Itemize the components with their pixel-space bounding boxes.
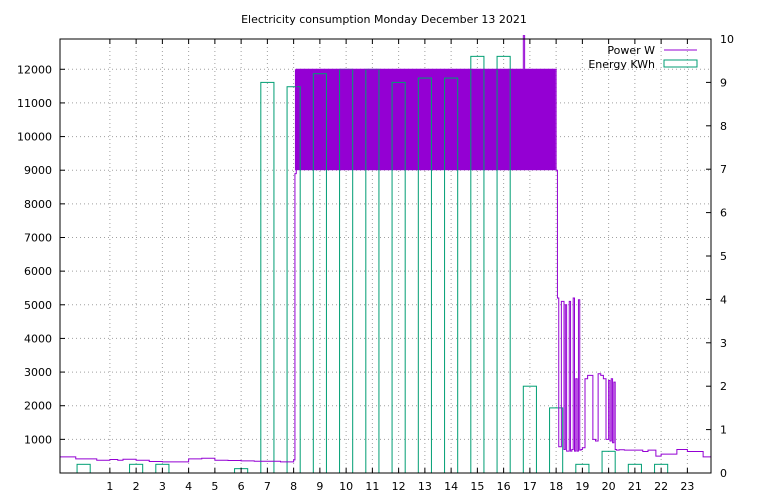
y-left-tick-label: 8000 [24, 198, 52, 211]
y-left-tick-label: 11000 [17, 97, 52, 110]
x-tick-label: 6 [238, 480, 245, 493]
x-tick-label: 12 [392, 480, 406, 493]
power-line-layer [60, 35, 712, 463]
y-left-tick-label: 5000 [24, 299, 52, 312]
y-left-tick-label: 10000 [17, 131, 52, 144]
y-left-tick-label: 12000 [17, 63, 52, 76]
x-tick-label: 8 [290, 480, 297, 493]
y-left-tick-label: 3000 [24, 366, 52, 379]
x-tick-label: 21 [628, 480, 642, 493]
y-left-tick-label: 4000 [24, 332, 52, 345]
power-oscillation-band [294, 69, 556, 171]
power-line [60, 35, 712, 463]
y-right-tick-label: 6 [720, 207, 727, 220]
y-left-tick-label: 6000 [24, 265, 52, 278]
x-tick-label: 11 [365, 480, 379, 493]
x-tick-label: 15 [470, 480, 484, 493]
y-right-tick-label: 8 [720, 120, 727, 133]
y-right-tick-label: 2 [720, 380, 727, 393]
x-tick-label: 14 [444, 480, 458, 493]
y-right-tick-label: 0 [720, 467, 727, 480]
ticks-layer: 1 2 3 4 5 6 7 8 9 10 11 12 13 14 15 16 17 18 19 20 21 22 23100… [17, 33, 734, 493]
x-tick-label: 22 [654, 480, 668, 493]
y-right-tick-label: 1 [720, 424, 727, 437]
x-tick-label: 20 [602, 480, 616, 493]
x-tick-label: 2 [133, 480, 140, 493]
legend-energy-swatch [663, 59, 698, 68]
x-tick-label: 10 [339, 480, 353, 493]
x-tick-label: 7 [264, 480, 271, 493]
y-right-tick-label: 9 [720, 76, 727, 89]
y-left-tick-label: 7000 [24, 231, 52, 244]
y-left-tick-label: 1000 [24, 433, 52, 446]
energy-bar [260, 81, 275, 474]
x-tick-label: 5 [211, 480, 218, 493]
power-fill-layer [294, 69, 556, 171]
chart-title: Electricity consumption Monday December … [241, 13, 527, 26]
x-tick-label: 9 [316, 480, 323, 493]
x-tick-label: 18 [549, 480, 563, 493]
x-tick-label: 17 [523, 480, 537, 493]
legend: Power W Energy KWh [588, 44, 698, 71]
x-tick-label: 3 [159, 480, 166, 493]
y-right-tick-label: 3 [720, 337, 727, 350]
legend-energy-label: Energy KWh [588, 58, 655, 71]
x-tick-label: 13 [418, 480, 432, 493]
y-right-tick-label: 5 [720, 250, 727, 263]
y-right-tick-label: 10 [720, 33, 734, 46]
x-tick-label: 4 [185, 480, 192, 493]
y-left-tick-label: 9000 [24, 164, 52, 177]
y-right-tick-label: 4 [720, 293, 727, 306]
energy-bar [76, 463, 91, 474]
legend-power-label: Power W [607, 44, 655, 57]
x-tick-label: 23 [680, 480, 694, 493]
y-right-tick-label: 7 [720, 163, 727, 176]
x-tick-label: 1 [106, 480, 113, 493]
x-tick-label: 19 [575, 480, 589, 493]
x-tick-label: 16 [497, 480, 511, 493]
y-left-tick-label: 2000 [24, 400, 52, 413]
